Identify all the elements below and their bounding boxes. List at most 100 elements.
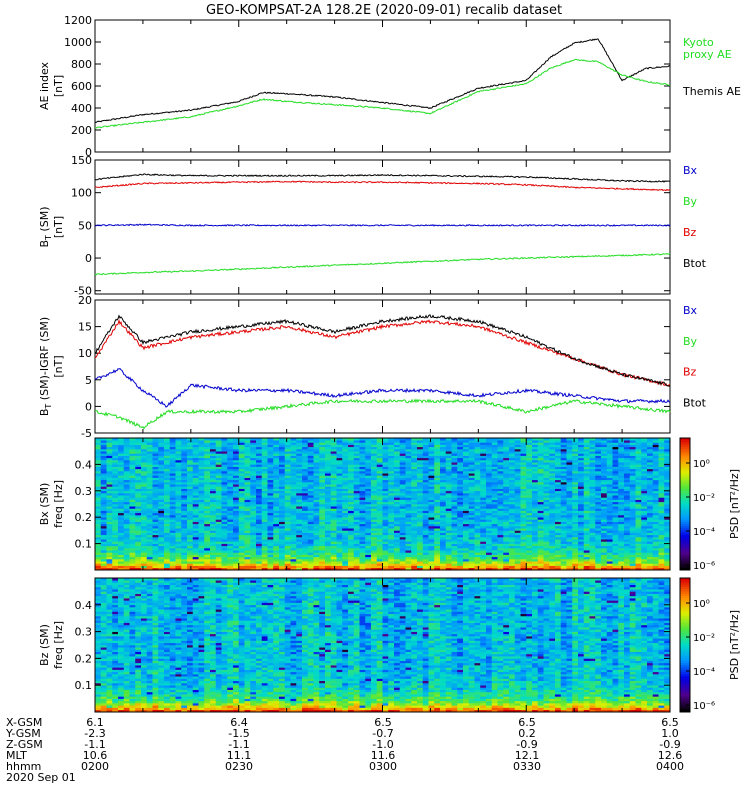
spectrogram-cell (146, 537, 153, 540)
spectrogram-cell (204, 532, 211, 536)
spectrogram-cell (388, 464, 395, 467)
spectrogram-cell (112, 453, 119, 456)
spectrogram-cell (399, 541, 406, 544)
spectrogram-cell (365, 468, 372, 472)
spectrogram-cell (95, 528, 102, 531)
spectrogram-cell (468, 486, 475, 489)
spectrogram-cell (181, 545, 188, 549)
spectrogram-cell (187, 517, 194, 520)
spectrogram-cell (348, 453, 355, 456)
spectrogram-cell (422, 556, 429, 560)
spectrogram-cell (175, 457, 182, 461)
spectrogram-cell (302, 543, 309, 547)
spectrogram-cell (543, 477, 550, 481)
spectrogram-cell (486, 565, 493, 569)
spectrogram-cell (164, 460, 171, 463)
y-tick-label: -5 (81, 427, 92, 440)
spectrogram-cell (330, 539, 337, 542)
spectrogram-cell (227, 451, 234, 454)
spectrogram-cell (359, 455, 366, 459)
spectrogram-cell (129, 548, 136, 551)
spectrogram-cell (348, 517, 355, 520)
spectrogram-cell (543, 493, 550, 496)
spectrogram-cell (244, 506, 251, 509)
spectrogram-cell (532, 554, 539, 558)
spectrogram-cell (491, 548, 498, 551)
spectrogram-cell (330, 462, 337, 465)
spectrogram-cell (422, 482, 429, 485)
spectrogram-cell (215, 517, 222, 520)
spectrogram-cell (215, 543, 222, 547)
spectrogram-cell (141, 565, 148, 569)
spectrogram-cell (215, 534, 222, 538)
spectrogram-cell (319, 521, 326, 525)
spectrogram-cell (440, 515, 447, 518)
spectrogram-cell (422, 523, 429, 527)
spectrogram-cell (204, 460, 211, 463)
spectrogram-cell (353, 508, 360, 511)
spectrogram-cell (307, 512, 314, 516)
spectrogram-cell (445, 534, 452, 538)
spectrogram-cell (422, 462, 429, 465)
spectrogram-cell (302, 567, 309, 571)
spectrogram-cell (112, 526, 119, 529)
spectrogram-cell (388, 554, 395, 558)
spectrogram-cell (95, 534, 102, 538)
spectrogram-cell (365, 497, 372, 500)
spectrogram-cell (405, 440, 412, 443)
spectrogram-cell (480, 493, 487, 496)
spectrogram-cell (215, 508, 222, 511)
spectrogram-cell (307, 442, 314, 445)
spectrogram-cell (141, 539, 148, 542)
spectrogram-cell (238, 506, 245, 509)
spectrogram-cell (169, 534, 176, 538)
spectrogram-cell (532, 438, 539, 441)
spectrogram-cell (348, 537, 355, 540)
spectrogram-cell (411, 519, 418, 522)
spectrogram-cell (503, 497, 510, 500)
spectrogram-cell (365, 479, 372, 483)
spectrogram-cell (129, 468, 136, 472)
spectrogram-cell (382, 543, 389, 547)
spectrogram-cell (451, 515, 458, 518)
spectrogram-cell (146, 501, 153, 505)
spectrogram-cell (422, 543, 429, 547)
spectrogram-cell (537, 548, 544, 551)
spectrogram-cell (233, 548, 240, 551)
spectrogram-cell (428, 552, 435, 555)
legend-label: proxy AE (683, 48, 732, 61)
spectrogram-cell (497, 532, 504, 536)
spectrogram-cell (164, 497, 171, 500)
spectrogram-cell (376, 567, 383, 571)
spectrogram-cell (279, 486, 286, 489)
spectrogram-cell (307, 473, 314, 476)
spectrogram-cell (215, 464, 222, 467)
spectrogram-cell (250, 479, 257, 483)
spectrogram-cell (198, 482, 205, 485)
spectrogram-cell (302, 550, 309, 553)
spectrogram-cell (480, 479, 487, 483)
spectrogram-cell (405, 565, 412, 569)
spectrogram-cell (129, 541, 136, 544)
spectrogram-cell (273, 468, 280, 472)
spectrogram-cell (417, 460, 424, 463)
spectrogram-cell (284, 563, 291, 566)
spectrogram-cell (417, 554, 424, 558)
spectrogram-cell (135, 554, 142, 558)
spectrogram-cell (221, 449, 228, 452)
spectrogram-cell (468, 468, 475, 472)
spectrogram-cell (152, 495, 159, 498)
spectrogram-cell (537, 501, 544, 505)
spectrogram-cell (296, 550, 303, 553)
spectrogram-cell (382, 517, 389, 520)
spectrogram-cell (382, 537, 389, 540)
spectrogram-cell (422, 451, 429, 454)
spectrogram-cell (543, 464, 550, 467)
spectrogram-cell (267, 541, 274, 544)
spectrogram-cell (106, 563, 113, 566)
spectrogram-cell (503, 455, 510, 459)
spectrogram-cell (146, 493, 153, 496)
spectrogram-cell (537, 462, 544, 465)
spectrogram-cell (146, 449, 153, 452)
spectrogram-cell (135, 464, 142, 467)
